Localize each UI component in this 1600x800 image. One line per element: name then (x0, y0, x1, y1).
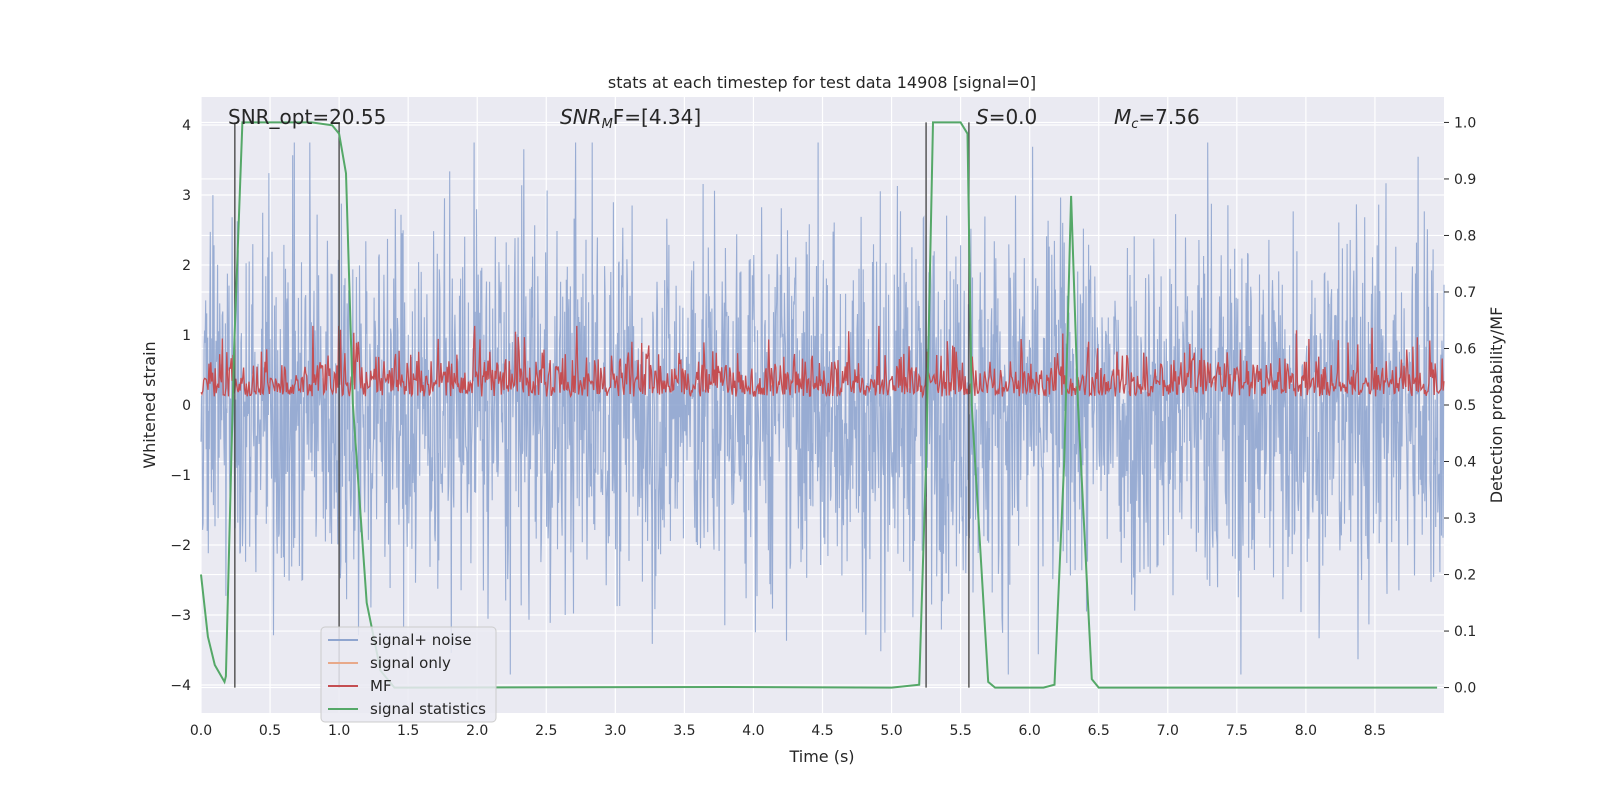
x-tick-label: 7.5 (1226, 723, 1248, 739)
legend-box (320, 626, 497, 723)
annotation-s-value: =0.0 (989, 105, 1038, 129)
x-tick-label: 1.5 (397, 723, 419, 739)
y-right-tick-label: 0.9 (1454, 172, 1476, 188)
y-left-tick-label: 2 (182, 258, 191, 274)
x-axis-label: Time (s) (788, 747, 854, 766)
y-right-tick-label: 0.4 (1454, 455, 1476, 471)
annotation-snr-mf-subscript: M (602, 117, 613, 132)
legend-label-signal-plus-noise: signal+ noise (370, 631, 472, 649)
x-tick-label: 0.5 (259, 723, 281, 739)
annotation-s: S=0.0 (976, 105, 1037, 129)
annotation-s-symbol: S (976, 105, 989, 129)
x-tick-label: 6.0 (1019, 723, 1041, 739)
legend: signal+ noise signal only MF signal stat… (320, 626, 497, 723)
y-left-tick-label: −3 (170, 608, 191, 624)
y-right-tick-label: 0.1 (1454, 624, 1476, 640)
y-right-tick-label: 0.2 (1454, 568, 1476, 584)
y-left-tick-label: −2 (170, 538, 191, 554)
legend-label-signal-statistics: signal statistics (370, 700, 486, 718)
annotation-mc-value: =7.56 (1138, 105, 1199, 129)
y-left-tick-label: 3 (182, 188, 191, 204)
x-tick-label: 2.5 (535, 723, 557, 739)
mf-series (200, 325, 1445, 399)
legend-label-mf: MF (370, 677, 392, 695)
x-tick-label: 0.0 (190, 723, 212, 739)
x-tick-label: 4.5 (811, 723, 833, 739)
y-right-tick-label: 0.3 (1454, 511, 1476, 527)
x-axis-ticks: 0.0 0.5 1.0 1.5 2.0 2.5 3.0 3.5 4.0 4.5 5.0 5.5 6.0 6… (190, 723, 1386, 739)
x-tick-label: 7.0 (1157, 723, 1179, 739)
annotation-mc: Mc=7.56 (1114, 105, 1200, 132)
y-right-tick-label: 0.5 (1454, 398, 1476, 414)
x-tick-label: 1.0 (328, 723, 350, 739)
legend-label-signal-only: signal only (370, 654, 451, 672)
y-left-tick-label: 1 (182, 328, 191, 344)
x-tick-label: 8.5 (1364, 723, 1386, 739)
x-tick-label: 6.5 (1088, 723, 1110, 739)
annotation-snr-mf: SNRMF=[4.34] (560, 105, 701, 132)
y-left-tick-label: −4 (170, 678, 191, 694)
signal-statistics-series (200, 121, 1438, 689)
chart-title: stats at each timestep for test data 149… (608, 73, 1036, 92)
y-left-tick-label: 4 (182, 118, 191, 134)
y-right-tick-label: 0.7 (1454, 285, 1476, 301)
annotation-snr-mf-value: F=[4.34] (613, 105, 701, 129)
annotation-mc-symbol: M (1114, 105, 1131, 129)
y-right-tick-label: 0.0 (1454, 681, 1476, 697)
mf-line (200, 325, 1445, 399)
x-tick-label: 2.0 (466, 723, 488, 739)
x-tick-label: 8.0 (1295, 723, 1317, 739)
y-left-tick-label: 0 (182, 398, 191, 414)
signal-plus-noise-series (200, 142, 1445, 675)
annotation-snr-opt: SNR_opt=20.55 (228, 105, 386, 129)
x-tick-label: 3.0 (604, 723, 626, 739)
x-tick-label: 5.0 (880, 723, 902, 739)
signal-statistics-line (200, 121, 1438, 689)
x-tick-label: 3.5 (673, 723, 695, 739)
x-tick-label: 5.5 (949, 723, 971, 739)
annotation-mc-subscript: c (1131, 117, 1138, 132)
y-right-tick-label: 0.6 (1454, 341, 1476, 357)
annotation-snr-mf-symbol: SNR (560, 105, 602, 129)
y-left-tick-label: −1 (170, 468, 191, 484)
signal-plus-noise-line (200, 142, 1445, 675)
right-y-axis-ticks: 0.0 0.1 0.2 0.3 0.4 0.5 0.6 0.7 0.8 0.9 1.0 (1444, 115, 1476, 697)
y-right-tick-label: 0.8 (1454, 228, 1476, 244)
left-y-axis-ticks: −4 −3 −2 −1 0 1 2 3 4 (170, 118, 191, 694)
x-tick-label: 4.0 (742, 723, 764, 739)
y-right-tick-label: 1.0 (1454, 115, 1476, 131)
left-y-axis-label: Whitened strain (140, 341, 159, 468)
right-y-axis-label: Detection probability/MF (1487, 307, 1506, 504)
